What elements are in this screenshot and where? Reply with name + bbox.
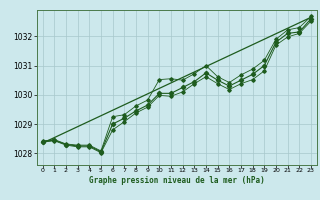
X-axis label: Graphe pression niveau de la mer (hPa): Graphe pression niveau de la mer (hPa)	[89, 176, 265, 185]
